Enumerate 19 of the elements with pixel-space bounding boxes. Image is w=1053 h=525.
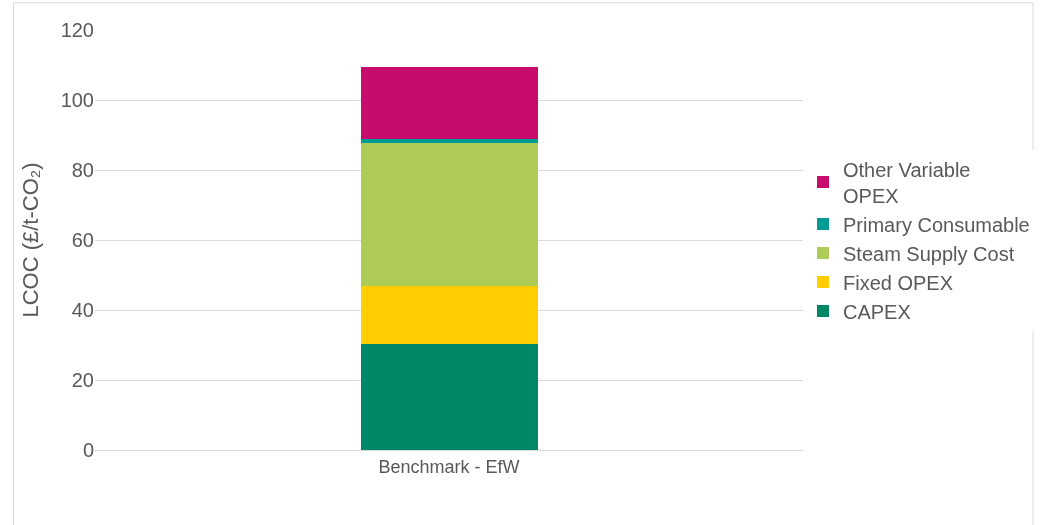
bar <box>360 138 538 144</box>
y-tick-label: 80 <box>71 159 94 181</box>
legend-label: CAPEX <box>843 300 911 323</box>
legend-label: Other Variable OPEX <box>843 158 971 207</box>
bar <box>360 285 538 345</box>
bar <box>360 344 538 450</box>
legend-label: Primary Consumable <box>843 213 1030 236</box>
y-tick-label: 40 <box>71 299 94 321</box>
y-tick-label: 60 <box>71 229 94 251</box>
bar <box>360 67 538 139</box>
y-tick-label: 120 <box>60 19 94 41</box>
y-tick-label: 20 <box>71 369 94 391</box>
y-axis-title: LCOC (£/t-CO₂) <box>18 162 44 318</box>
legend-label: Fixed OPEX <box>843 271 954 294</box>
y-tick-label: 0 <box>82 439 94 461</box>
y-tick-label: 100 <box>60 89 94 111</box>
bar <box>360 143 538 286</box>
legend-label: Steam Supply Cost <box>843 242 1015 265</box>
x-tick-label: Benchmark - EfW <box>378 456 520 477</box>
